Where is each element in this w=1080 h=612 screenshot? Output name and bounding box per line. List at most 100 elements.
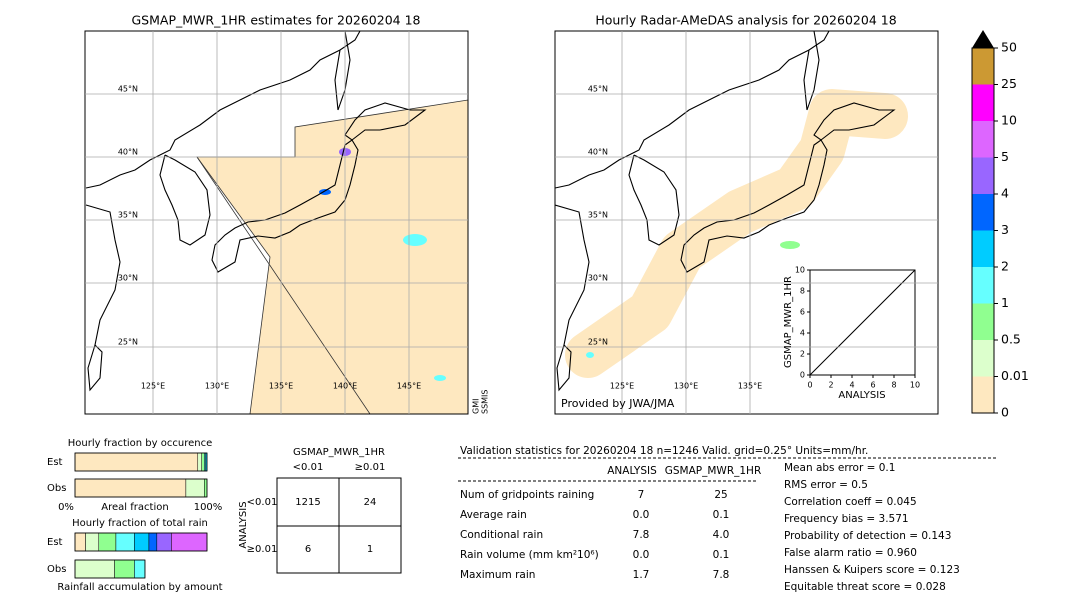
table-cell: 0.1	[713, 549, 730, 561]
col-header: ANALYSIS	[607, 465, 657, 477]
caption: Rainfall accumulation by amount	[57, 582, 222, 593]
lat-label: 35°N	[588, 211, 608, 220]
row-label: Maximum rain	[460, 569, 535, 581]
row-title: ANALYSIS	[238, 501, 249, 548]
colorbar-segment	[972, 194, 994, 231]
col-label: ≥0.01	[355, 462, 386, 473]
colorbar-segment	[972, 376, 994, 413]
colorbar-segment	[972, 84, 994, 121]
score: False alarm ratio = 0.960	[784, 547, 917, 559]
bar-frame	[74, 532, 208, 552]
fraction-segment	[98, 532, 117, 552]
row-label: Num of gridpoints raining	[460, 489, 594, 501]
score: Mean abs error = 0.1	[784, 462, 895, 474]
y-tick-label: 4	[800, 329, 805, 338]
bar-frame	[74, 452, 208, 472]
colorbar-label: 50	[1001, 40, 1017, 55]
score: Correlation coeff = 0.045	[784, 496, 917, 508]
lon-label: 130°E	[205, 382, 229, 391]
row-label: Obs	[47, 483, 66, 494]
fraction-segment	[74, 452, 199, 472]
lat-label: 25°N	[118, 338, 138, 347]
lat-label: 30°N	[588, 274, 608, 283]
y-tick-label: 0	[800, 371, 805, 380]
lat-label: 40°N	[588, 148, 608, 157]
row-label: Average rain	[460, 509, 527, 521]
panel-title: Hourly fraction of total rain	[72, 518, 208, 529]
lon-label: 145°E	[397, 382, 421, 391]
bar-frame	[74, 478, 208, 498]
table-cell: 4.0	[713, 529, 730, 541]
score: Hanssen & Kuipers score = 0.123	[784, 564, 960, 576]
table-cell: 0.0	[633, 549, 650, 561]
validation-header: Validation statistics for 20260204 18 n=…	[460, 445, 868, 457]
score: Probability of detection = 0.143	[784, 530, 951, 542]
map-title: GSMAP_MWR_1HR estimates for 20260204 18	[132, 13, 421, 28]
lat-label: 45°N	[118, 85, 138, 94]
right-map	[555, 31, 908, 391]
lat-label: 40°N	[118, 148, 138, 157]
score: Frequency bias = 3.571	[784, 513, 909, 525]
table-cell: 0.0	[633, 509, 650, 521]
fraction-segment	[74, 532, 86, 552]
left-map	[85, 31, 468, 414]
y-axis-label: GSMAP_MWR_1HR	[783, 276, 794, 368]
lat-label: 25°N	[588, 338, 608, 347]
table-cell: 1.7	[633, 569, 650, 581]
fraction-segment	[85, 532, 100, 552]
col-label: <0.01	[293, 462, 324, 473]
fraction-segment	[185, 478, 205, 498]
x-tick-label: 6	[870, 381, 875, 390]
colorbar-segment	[972, 121, 994, 158]
y-tick-label: 8	[800, 287, 805, 296]
lon-label: 130°E	[674, 382, 698, 391]
colorbar-segment	[972, 303, 994, 340]
table-cell: 25	[714, 489, 727, 501]
sensor-label: GMI	[472, 399, 481, 414]
lon-label: 125°E	[610, 382, 634, 391]
fraction-segment	[148, 532, 158, 552]
x-tick-label: 10	[910, 381, 920, 390]
table-cell: 1215	[295, 497, 320, 508]
table-cell: 7.8	[713, 569, 730, 581]
map-title: Hourly Radar-AMeDAS analysis for 2026020…	[595, 13, 896, 28]
y-tick-label: 6	[800, 308, 805, 317]
fraction-segment	[134, 532, 150, 552]
colorbar-label: 1	[1001, 295, 1009, 310]
colorbar-extend	[972, 30, 994, 48]
colorbar-label: 4	[1001, 186, 1009, 201]
colorbar-label: 3	[1001, 222, 1009, 237]
fraction-segment	[197, 452, 202, 472]
table-cell: 0.1	[713, 509, 730, 521]
x-tick-label: 0	[807, 381, 812, 390]
colorbar-segment	[972, 267, 994, 304]
bar-frame	[74, 559, 146, 579]
row-label: Conditional rain	[460, 529, 543, 541]
table-cell: 6	[305, 544, 311, 555]
lat-label: 45°N	[588, 85, 608, 94]
colorbar-label: 0	[1001, 405, 1009, 420]
x-tick-label: 4	[849, 381, 854, 390]
colorbar-label: 25	[1001, 76, 1017, 91]
table-cell: 7	[638, 489, 645, 501]
fraction-segment	[74, 478, 187, 498]
colorbar-label: 10	[1001, 113, 1017, 128]
colorbar-segment	[972, 48, 994, 85]
score: Equitable threat score = 0.028	[784, 581, 946, 593]
colorbar-segment	[972, 157, 994, 194]
credit: Provided by JWA/JMA	[561, 397, 675, 410]
lon-label: 135°E	[269, 382, 293, 391]
table-cell: 24	[364, 497, 377, 508]
row-label: <0.01	[247, 497, 278, 508]
row-label: ≥0.01	[247, 544, 278, 555]
table-cell: 1	[367, 544, 373, 555]
fraction-segment	[115, 532, 135, 552]
sensor-label: SSMIS	[481, 390, 490, 415]
fraction-segment	[134, 559, 146, 579]
fraction-segment	[156, 532, 172, 552]
lon-label: 135°E	[738, 382, 762, 391]
colorbar-label: 2	[1001, 259, 1009, 274]
colorbar-label: 0.5	[1001, 332, 1021, 347]
x-axis-label: ANALYSIS	[838, 390, 885, 401]
axis-label: 0%	[58, 502, 74, 513]
